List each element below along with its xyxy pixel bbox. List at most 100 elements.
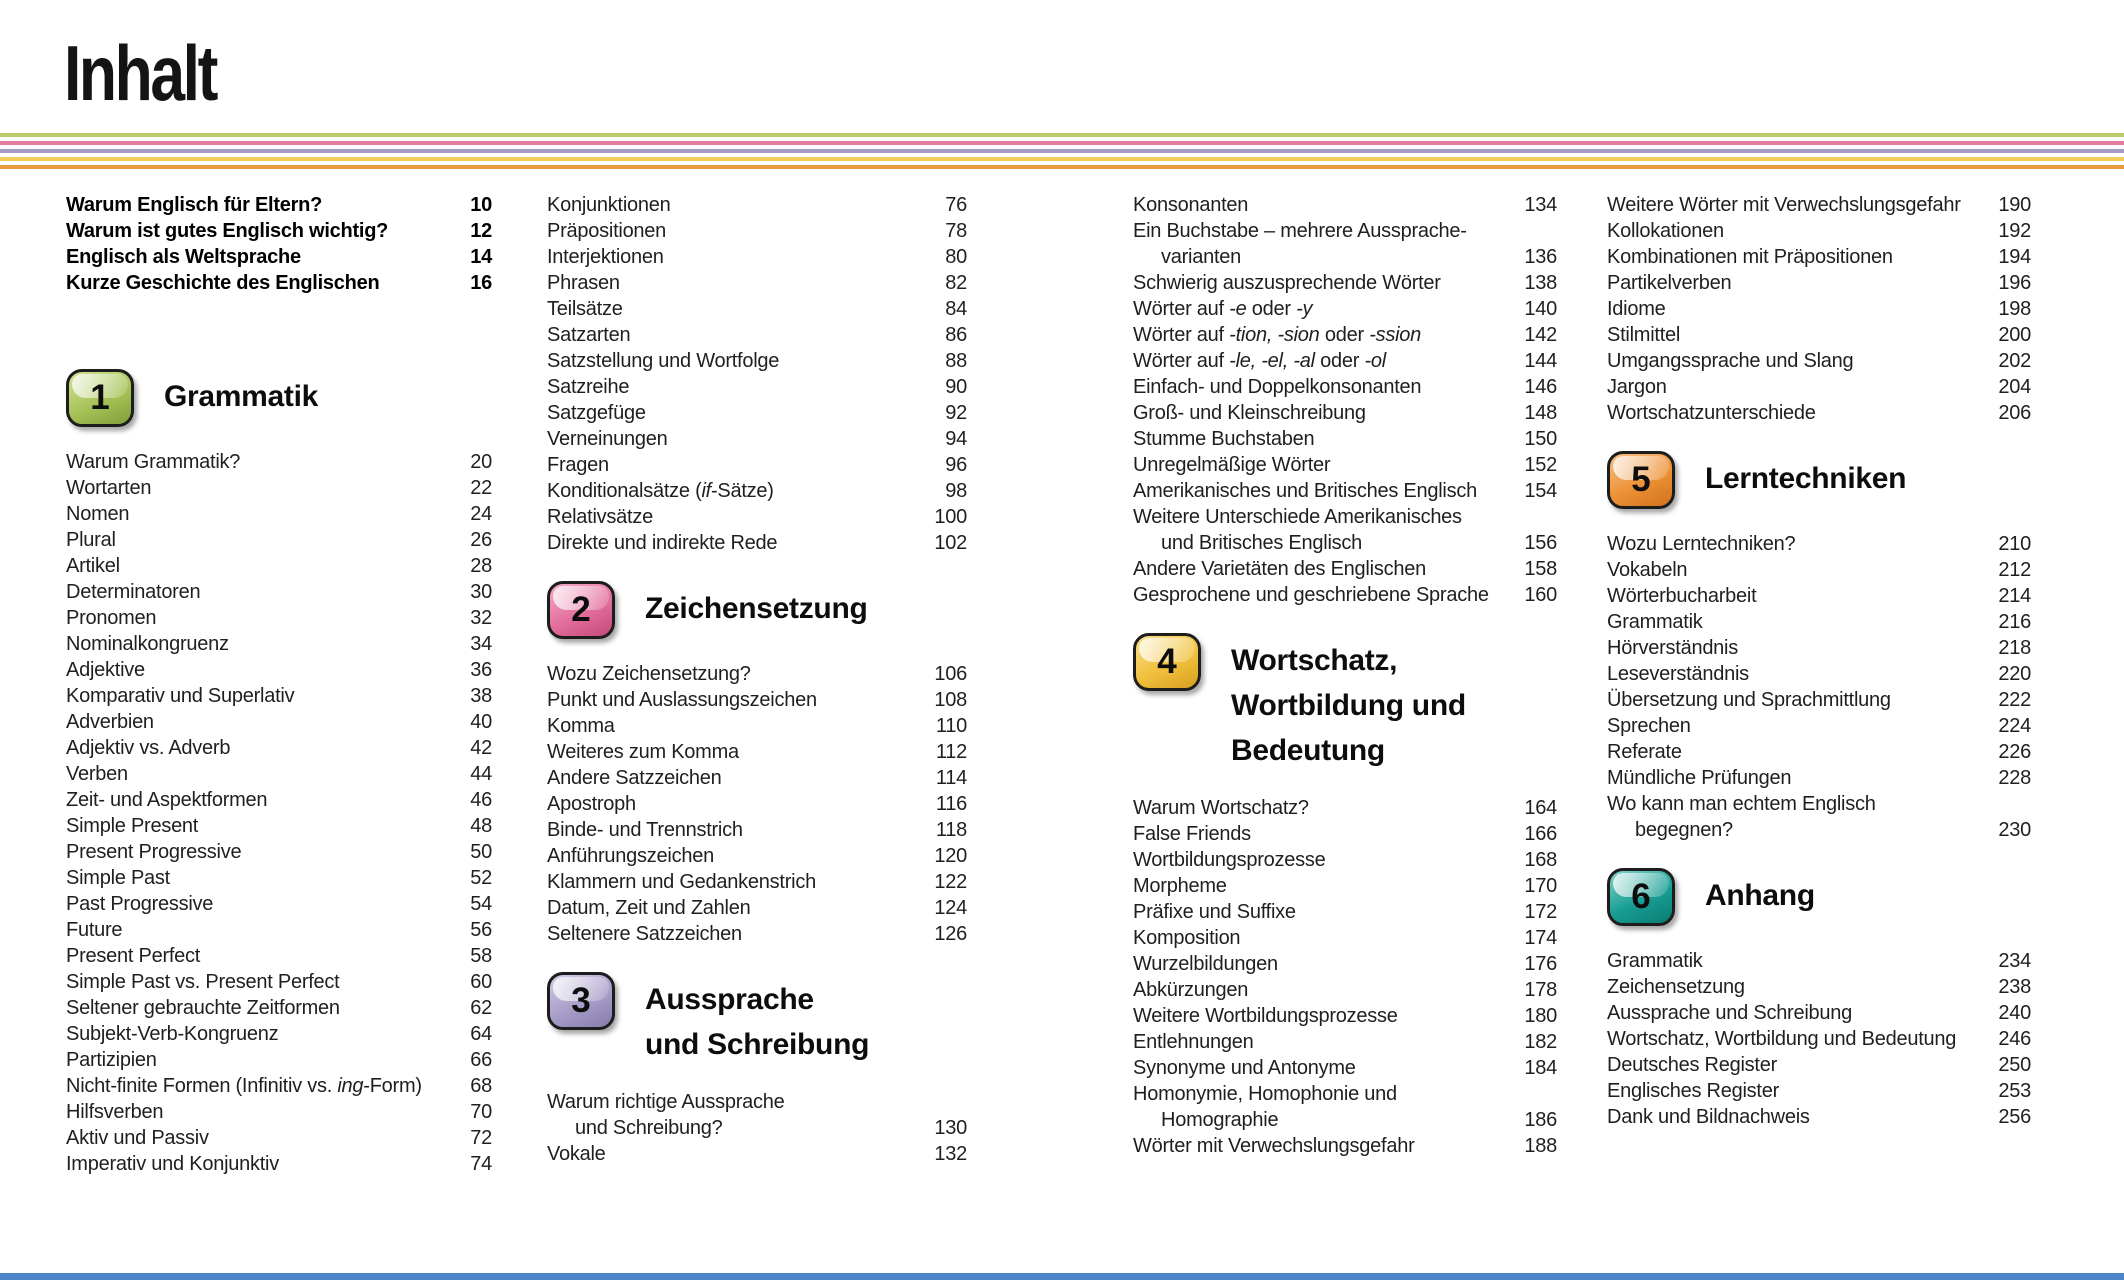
toc-entry-list: Weitere Wörter mit Verwechslungsgefahr 19… — [1607, 192, 2031, 426]
section-header-5: 5 Lerntechniken — [1607, 451, 2031, 509]
toc-entry-label: Ein Buchstabe – mehrere Aussprache- — [1133, 220, 1467, 242]
toc-entry-label: Adjektive — [66, 659, 145, 681]
toc-entry-page: 62 — [470, 997, 492, 1019]
intro-entry: Warum ist gutes Englisch wichtig? 12 — [66, 218, 492, 244]
toc-entry-line: Andere Varietäten des Englischen 158 — [1133, 556, 1557, 582]
toc-entry: Jargon 204 — [1607, 374, 2031, 400]
toc-entry-label: Kombinationen mit Präpositionen — [1607, 246, 1893, 268]
toc-entry: Englisches Register 253 — [1607, 1078, 2031, 1104]
toc-entry-page: 106 — [934, 663, 967, 685]
toc-entry-page: 256 — [1998, 1106, 2031, 1128]
toc-entry-line: Grammatik 234 — [1607, 948, 2031, 974]
toc-entry: Wörter auf -tion, -sion oder -ssion 142 — [1133, 322, 1557, 348]
toc-entry-page: 246 — [1998, 1028, 2031, 1050]
toc-entry-line: Verben 44 — [66, 761, 492, 787]
toc-entry-page: 188 — [1524, 1135, 1557, 1157]
toc-entry-line: Entlehnungen 182 — [1133, 1029, 1557, 1055]
toc-entry-line: Mündliche Prüfungen 228 — [1607, 765, 2031, 791]
toc-entry-line: Gesprochene und geschriebene Sprache 160 — [1133, 582, 1557, 608]
toc-entry-page: 112 — [935, 741, 967, 763]
toc-entry-label: Satzreihe — [547, 376, 630, 398]
toc-entry-label: Warum ist gutes Englisch wichtig? — [66, 220, 389, 242]
toc-entry: False Friends 166 — [1133, 821, 1557, 847]
toc-entry-page: 32 — [470, 607, 492, 629]
toc-entry: Partikelverben 196 — [1607, 270, 2031, 296]
toc-entry: Wozu Zeichensetzung? 106 — [547, 661, 967, 687]
toc-entry: Aktiv und Passiv 72 — [66, 1125, 492, 1151]
toc-entry-page: 38 — [470, 685, 492, 707]
section-header-3: 3 Aussprache und Schreibung — [547, 972, 967, 1067]
toc-entry-line: Warum richtige Aussprache — [547, 1089, 967, 1115]
toc-entry-line: Adjektive 36 — [66, 657, 492, 683]
toc-entry: Zeichensetzung 238 — [1607, 974, 2031, 1000]
section-number-badge: 1 — [66, 369, 134, 427]
toc-entry: Apostroph 116 — [547, 791, 967, 817]
toc-entry: Satzstellung und Wortfolge 88 — [547, 348, 967, 374]
toc-entry-label: Referate — [1607, 741, 1682, 763]
toc-entry: Stumme Buchstaben 150 — [1133, 426, 1557, 452]
toc-entry-label: Verneinungen — [547, 428, 668, 450]
toc-entry-page: 174 — [1524, 927, 1557, 949]
toc-entry-page: 136 — [1524, 246, 1557, 268]
toc-entry-line: Verneinungen 94 — [547, 426, 967, 452]
toc-entry-label: Deutsches Register — [1607, 1054, 1778, 1076]
toc-entry-page: 52 — [470, 867, 492, 889]
toc-entry: Komposition 174 — [1133, 925, 1557, 951]
toc-entry-page: 202 — [1998, 350, 2031, 372]
toc-entry-label: Wortschatzunterschiede — [1607, 402, 1816, 424]
toc-entry: Kollokationen 192 — [1607, 218, 2031, 244]
toc-entry-label: Wozu Lerntechniken? — [1607, 533, 1796, 555]
toc-entry-list: Warum richtige Aussprache und Schreibung?… — [547, 1089, 967, 1167]
toc-entry: Simple Past 52 — [66, 865, 492, 891]
toc-entry: Nominalkongruenz 34 — [66, 631, 492, 657]
section-number: 5 — [1631, 460, 1651, 499]
toc-entry-label: Idiome — [1607, 298, 1666, 320]
toc-entry-page: 22 — [470, 477, 492, 499]
toc-entry: Verneinungen 94 — [547, 426, 967, 452]
toc-entry-page: 130 — [934, 1117, 967, 1139]
toc-entry-line: Hilfsverben 70 — [66, 1099, 492, 1125]
toc-entry-page: 116 — [935, 793, 967, 815]
toc-entry-label: Groß- und Kleinschreibung — [1133, 402, 1366, 424]
toc-entry-line: Imperativ und Konjunktiv 74 — [66, 1151, 492, 1177]
toc-entry-list: Konsonanten 134 Ein Buchstabe – mehrere Au… — [1133, 192, 1557, 608]
toc-entry-line: Wurzelbildungen 176 — [1133, 951, 1557, 977]
toc-entry: Grammatik 234 — [1607, 948, 2031, 974]
toc-entry-label: Wörter auf -e oder -y — [1133, 298, 1313, 320]
toc-entry: Adverbien 40 — [66, 709, 492, 735]
toc-entry: Nomen 24 — [66, 501, 492, 527]
toc-entry-label: Future — [66, 919, 123, 941]
section-number-badge: 4 — [1133, 633, 1201, 691]
section-title: Zeichensetzung — [645, 592, 868, 625]
toc-entry-page: 90 — [945, 376, 967, 398]
toc-entry: Anführungszeichen 120 — [547, 843, 967, 869]
toc-entry-line: Idiome 198 — [1607, 296, 2031, 322]
toc-entry-page: 150 — [1524, 428, 1557, 450]
toc-entry: Future 56 — [66, 917, 492, 943]
toc-entry: Andere Satzzeichen 114 — [547, 765, 967, 791]
toc-entry-label: Punkt und Auslassungszeichen — [547, 689, 817, 711]
section-number-badge: 6 — [1607, 868, 1675, 926]
toc-entry-label: Englisches Register — [1607, 1080, 1779, 1102]
toc-entry-page: 158 — [1524, 558, 1557, 580]
toc-entry-label: Satzstellung und Wortfolge — [547, 350, 780, 372]
toc-entry-line: Konditionalsätze (if-Sätze) 98 — [547, 478, 967, 504]
toc-entry: Seltener gebrauchte Zeitformen 62 — [66, 995, 492, 1021]
toc-entry-label: Kollokationen — [1607, 220, 1724, 242]
toc-entry-page: 44 — [470, 763, 492, 785]
toc-entry-page: 86 — [945, 324, 967, 346]
toc-entry-label: Nicht-finite Formen (Infinitiv vs. ing-F… — [66, 1075, 422, 1097]
toc-entry-label: Weitere Unterschiede Amerikanisches — [1133, 506, 1462, 528]
toc-entry: Vokale 132 — [547, 1141, 967, 1167]
toc-entry-label: Sprechen — [1607, 715, 1691, 737]
toc-entry: Nicht-finite Formen (Infinitiv vs. ing-F… — [66, 1073, 492, 1099]
toc-entry-label: Teilsätze — [547, 298, 623, 320]
toc-entry: Binde- und Trennstrich 118 — [547, 817, 967, 843]
toc-entry: Einfach- und Doppelkonsonanten 146 — [1133, 374, 1557, 400]
toc-entry: Wozu Lerntechniken? 210 — [1607, 531, 2031, 557]
toc-entry-page: 212 — [1998, 559, 2031, 581]
toc-entry-label: varianten — [1161, 246, 1242, 268]
toc-column-2: Konjunktionen 76 Präpositionen 78 Interjekti… — [547, 192, 967, 1167]
toc-entry-line: Punkt und Auslassungszeichen 108 — [547, 687, 967, 713]
